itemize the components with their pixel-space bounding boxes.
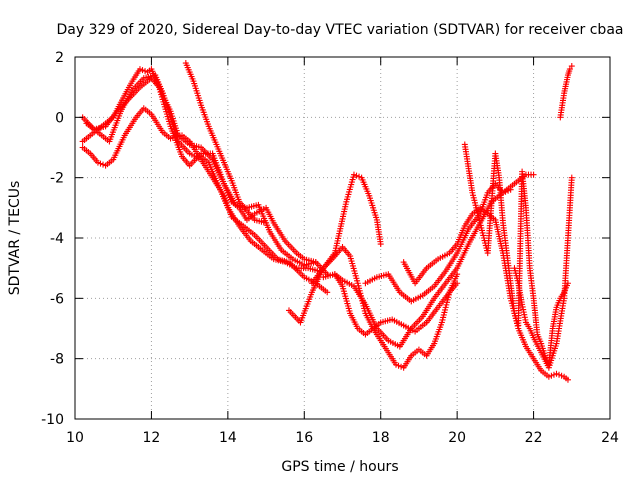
data-point — [377, 241, 384, 248]
y-tick-label: -8 — [50, 352, 64, 368]
grid — [75, 57, 610, 419]
y-tick-label: -10 — [41, 412, 64, 428]
x-tick-label: 10 — [66, 430, 84, 446]
series-track-7 — [308, 244, 461, 371]
y-tick-label: -4 — [50, 231, 64, 247]
data-point — [566, 66, 573, 73]
y-tick-label: -2 — [50, 171, 64, 187]
data-point — [507, 186, 514, 193]
series-track-10 — [362, 180, 514, 305]
chart-title: Day 329 of 2020, Sidereal Day-to-day VTE… — [57, 22, 624, 38]
series-track-6 — [286, 171, 384, 326]
series-track-14 — [557, 63, 575, 121]
series-track-4 — [83, 72, 331, 296]
data-points — [79, 60, 575, 383]
series-track-5 — [182, 60, 270, 226]
x-tick-label: 14 — [219, 430, 237, 446]
data-point — [564, 376, 571, 383]
series-track-13 — [511, 174, 575, 371]
y-axis-label: SDTVAR / TECUs — [7, 181, 23, 296]
x-tick-label: 22 — [525, 430, 543, 446]
data-point — [324, 289, 331, 296]
x-tick-label: 16 — [295, 430, 313, 446]
data-point — [530, 171, 537, 178]
series-track-9 — [331, 171, 537, 350]
y-tick-label: -6 — [50, 291, 64, 307]
data-point — [454, 280, 461, 287]
series-track-3 — [79, 75, 331, 278]
data-point — [568, 63, 575, 70]
data-point — [263, 219, 270, 226]
y-tick-label: 0 — [55, 110, 64, 126]
x-tick-label: 24 — [601, 430, 619, 446]
y-tick-label: 2 — [55, 50, 64, 66]
series-track-2 — [79, 105, 323, 275]
x-tick-label: 12 — [143, 430, 161, 446]
x-axis-label: GPS time / hours — [281, 459, 398, 475]
x-tick-label: 20 — [448, 430, 466, 446]
x-tick-label: 18 — [372, 430, 390, 446]
series-track-12 — [461, 141, 571, 368]
data-point — [568, 174, 575, 181]
